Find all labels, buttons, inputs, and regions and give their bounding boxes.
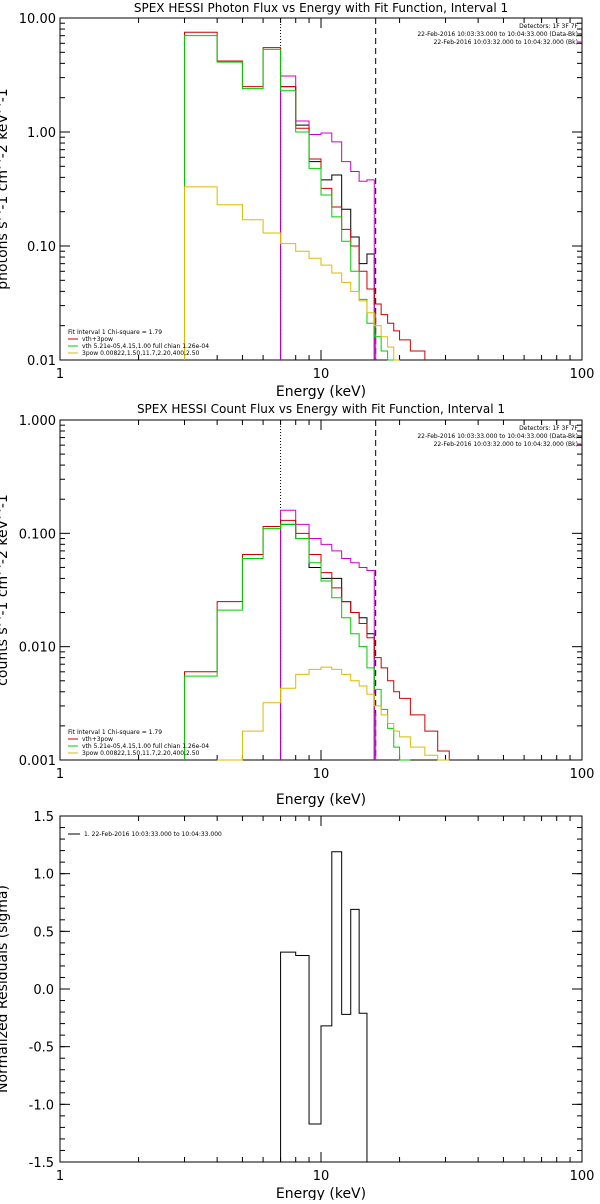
chart-title: SPEX HESSI Count Flux vs Energy with Fit… [137,402,505,416]
y-tick-label: 10.00 [19,12,56,27]
legend-entry: 22-Feb-2016 10:03:32.000 to 10:04:32.000… [434,39,578,46]
x-tick-label: 100 [570,1169,595,1184]
legend-entry: Fit Interval 1 Chi-square = 1.79 [68,329,162,336]
y-tick-label: 1.00 [27,126,56,141]
y-tick-label: 0.100 [19,527,56,542]
x-axis-label: Energy (keV) [276,384,366,400]
x-tick-label: 10 [313,767,330,782]
series-vth-3pow-line [184,519,450,760]
y-tick-label: 0.5 [33,925,54,940]
y-tick-label: -0.5 [29,1041,54,1056]
y-tick-label: 1.000 [19,414,56,429]
x-tick-label: 10 [313,367,330,382]
y-tick-label: 0.010 [19,641,56,656]
series-data-bk-line [280,86,375,360]
legend-entry: 22-Feb-2016 10:03:33.000 to 10:04:33.000… [417,433,578,440]
y-tick-label: -1.5 [29,1156,54,1171]
series-vth-line [184,523,411,761]
y-tick-label: 0.01 [27,354,56,369]
y-axis-label: Normalized Residuals (sigma) [0,885,11,1093]
legend-entry: vth 5.21e-05,4.15,1.00 full chian 1.26e-… [82,743,209,750]
legend-entry: vth+3pow [82,336,113,343]
y-tick-label: 0.001 [19,754,56,769]
y-tick-label: 1.5 [33,810,54,825]
series-3pow-line [184,186,400,361]
x-tick-label: 1 [56,1169,64,1184]
series-residuals-line [280,851,368,1162]
y-axis-label: photons s^-1 cm^-2 keV^-1 [0,88,11,289]
y-tick-label: 0.0 [33,983,54,998]
x-axis-label: Energy (keV) [276,792,366,808]
series-data-bk-line [280,523,375,760]
legend-entry: 3pow 0.00822,1.50,11.7,2.20,400,2.50 [82,350,200,357]
x-tick-label: 100 [570,767,595,782]
legend-entry: 1. 22-Feb-2016 10:03:33.000 to 10:04:33.… [84,831,222,838]
series-vth-3pow-line [184,31,426,360]
series-bk-line [280,509,375,760]
legend-entry: vth 5.21e-05,4.15,1.00 full chian 1.26e-… [82,343,209,350]
count-flux-panel: SPEX HESSI Count Flux vs Energy with Fit… [0,402,594,808]
legend-entry: 22-Feb-2016 10:03:32.000 to 10:04:32.000… [434,441,578,448]
legend-entry: 3pow 0.00822,1.50,11.7,2.20,400,2.50 [82,750,200,757]
y-axis-label: counts s^-1 cm^-2 keV^-1 [0,494,11,686]
y-tick-label: -1.0 [29,1098,54,1113]
x-tick-label: 1 [56,367,64,382]
series-bk-line [280,75,375,360]
x-tick-label: 100 [570,367,595,382]
residuals-panel: Energy (keV) 1 10 100 1.5 1.0 0.5 0.0 -0.5 -1.0 -… [0,810,595,1202]
legend-entry: 22-Feb-2016 10:03:33.000 to 10:04:33.000… [417,31,578,38]
y-tick-label: 1.0 [33,868,54,883]
x-tick-label: 10 [313,1169,330,1184]
photon-flux-panel: SPEX HESSI Photon Flux vs Energy with Fi… [0,1,594,400]
y-tick-label: 0.10 [27,240,56,255]
series-3pow-line [217,666,450,761]
x-axis-label: Energy (keV) [276,1186,366,1200]
series-vth-line [184,35,400,361]
chart-title: SPEX HESSI Photon Flux vs Energy with Fi… [134,1,508,15]
legend-entry: vth+3pow [82,736,113,743]
legend-entry: Fit Interval 1 Chi-square = 1.79 [68,729,162,736]
x-tick-label: 1 [56,767,64,782]
legend-entry: Detectors: 1F 3F 7F [519,23,578,30]
plot-frame [59,419,583,761]
legend-entry: Detectors: 1F 3F 7F [519,425,578,432]
